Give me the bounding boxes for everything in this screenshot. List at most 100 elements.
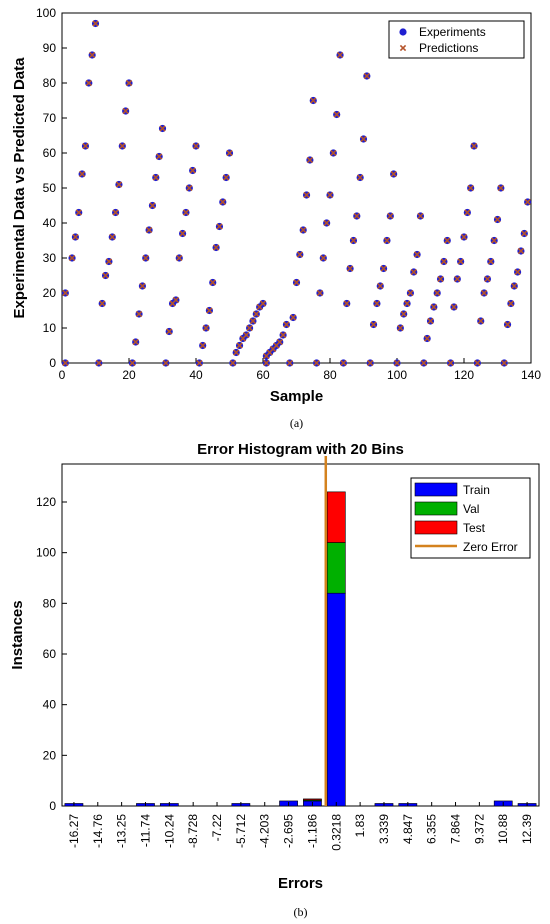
bar-val <box>326 542 346 594</box>
prediction-point <box>206 307 213 314</box>
y-tick-label-a: 0 <box>49 356 56 370</box>
prediction-point <box>454 275 461 283</box>
y-tick-label-a: 50 <box>43 181 57 195</box>
prediction-point <box>155 153 163 160</box>
prediction-point <box>440 258 448 265</box>
prediction-point <box>216 223 223 230</box>
legend-box-a <box>388 20 525 59</box>
prediction-point <box>390 170 397 178</box>
prediction-point <box>343 300 350 307</box>
prediction-point <box>521 230 528 237</box>
x-tick-label-a: 80 <box>323 368 337 382</box>
prediction-point <box>202 324 210 332</box>
prediction-point <box>72 233 79 241</box>
x-tick-label-b: -11.74 <box>138 814 152 847</box>
prediction-point <box>125 79 133 87</box>
prediction-point <box>92 20 99 27</box>
prediction-point <box>222 174 230 181</box>
prediction-point <box>423 335 431 342</box>
legend-b: Train Val Test Zero Error <box>410 477 531 559</box>
legend-swatch-test <box>414 520 458 535</box>
legend-label-predictions: Predictions <box>419 41 478 55</box>
prediction-point <box>109 233 116 241</box>
y-tick-label-a: 20 <box>43 286 57 300</box>
prediction-point <box>142 254 149 262</box>
x-tick-label-b: 12.39 <box>520 814 534 844</box>
prediction-point <box>212 244 220 251</box>
x-tick-label-b: -2.695 <box>282 814 296 848</box>
prediction-point <box>313 359 320 367</box>
prediction-point <box>377 282 384 290</box>
prediction-point <box>387 212 394 220</box>
prediction-point <box>199 342 206 349</box>
prediction-point <box>504 321 511 328</box>
prediction-point <box>243 331 250 339</box>
bar-train <box>326 592 346 807</box>
prediction-point <box>289 314 297 321</box>
prediction-point <box>427 317 434 325</box>
prediction-point <box>326 191 334 199</box>
prediction-point <box>407 289 414 297</box>
prediction-point <box>350 237 357 244</box>
y-tick-label-b: 120 <box>36 495 56 509</box>
prediction-point <box>62 289 69 297</box>
chart-title-b: Error Histogram with 20 Bins <box>197 441 404 458</box>
prediction-point <box>145 226 153 234</box>
prediction-point <box>417 212 424 220</box>
y-tick-label-a: 90 <box>43 41 57 55</box>
scatter-chart: 0 20 40 60 80 100 120 140 0 10 20 30 40 50 60 70 80 90 100… <box>11 6 541 430</box>
prediction-point <box>511 282 518 290</box>
prediction-point <box>333 111 340 118</box>
prediction-point <box>115 181 123 188</box>
prediction-point <box>383 237 391 244</box>
prediction-point <box>62 359 69 367</box>
prediction-point <box>78 170 86 178</box>
y-tick-label-a: 40 <box>43 216 57 230</box>
prediction-point <box>501 359 508 367</box>
prediction-point <box>437 275 444 283</box>
x-tick-label-a: 100 <box>387 368 407 382</box>
prediction-point <box>102 272 109 279</box>
prediction-point <box>336 51 344 59</box>
prediction-point <box>320 254 327 262</box>
prediction-point <box>68 254 76 262</box>
x-tick-label-b: -10.24 <box>162 814 176 848</box>
prediction-point <box>189 167 196 174</box>
prediction-point <box>450 303 458 311</box>
prediction-point <box>373 300 381 307</box>
prediction-point <box>356 174 364 181</box>
caption-b: (b) <box>294 905 308 919</box>
prediction-point <box>149 202 156 209</box>
prediction-point <box>293 279 300 286</box>
x-tick-label-b: -8.728 <box>186 814 200 848</box>
prediction-point <box>490 237 498 244</box>
prediction-point <box>286 359 293 367</box>
y-tick-label-b: 0 <box>49 799 56 813</box>
y-tick-label-a: 100 <box>36 6 56 20</box>
y-tick-label-b: 100 <box>36 546 56 560</box>
prediction-point <box>119 142 126 150</box>
prediction-point <box>249 317 257 325</box>
x-tick-label-b: -5.712 <box>234 814 248 848</box>
prediction-point <box>88 51 96 59</box>
histogram-chart: Error Histogram with 20 Bins 0 20 40 60 80 100… <box>9 441 540 919</box>
prediction-point <box>460 233 468 241</box>
x-tick-label-a: 120 <box>454 368 474 382</box>
prediction-point <box>393 359 401 367</box>
y-axis-label-b: Instances <box>9 600 26 669</box>
x-tick-label-a: 0 <box>59 368 66 382</box>
x-tick-label-b: -4.203 <box>258 814 272 848</box>
prediction-point <box>99 300 106 307</box>
x-tick-label-b: -1.186 <box>305 814 319 848</box>
prediction-point <box>316 289 324 297</box>
x-tick-label-b: 3.339 <box>377 814 391 844</box>
x-tick-label-b: 7.864 <box>449 814 463 844</box>
prediction-point <box>524 198 531 206</box>
prediction-point <box>380 265 387 272</box>
x-tick-label-a: 40 <box>189 368 203 382</box>
prediction-point <box>340 359 347 367</box>
prediction-point <box>166 328 173 335</box>
prediction-point <box>507 300 515 307</box>
prediction-point <box>129 359 136 367</box>
caption-a: (a) <box>290 416 303 430</box>
